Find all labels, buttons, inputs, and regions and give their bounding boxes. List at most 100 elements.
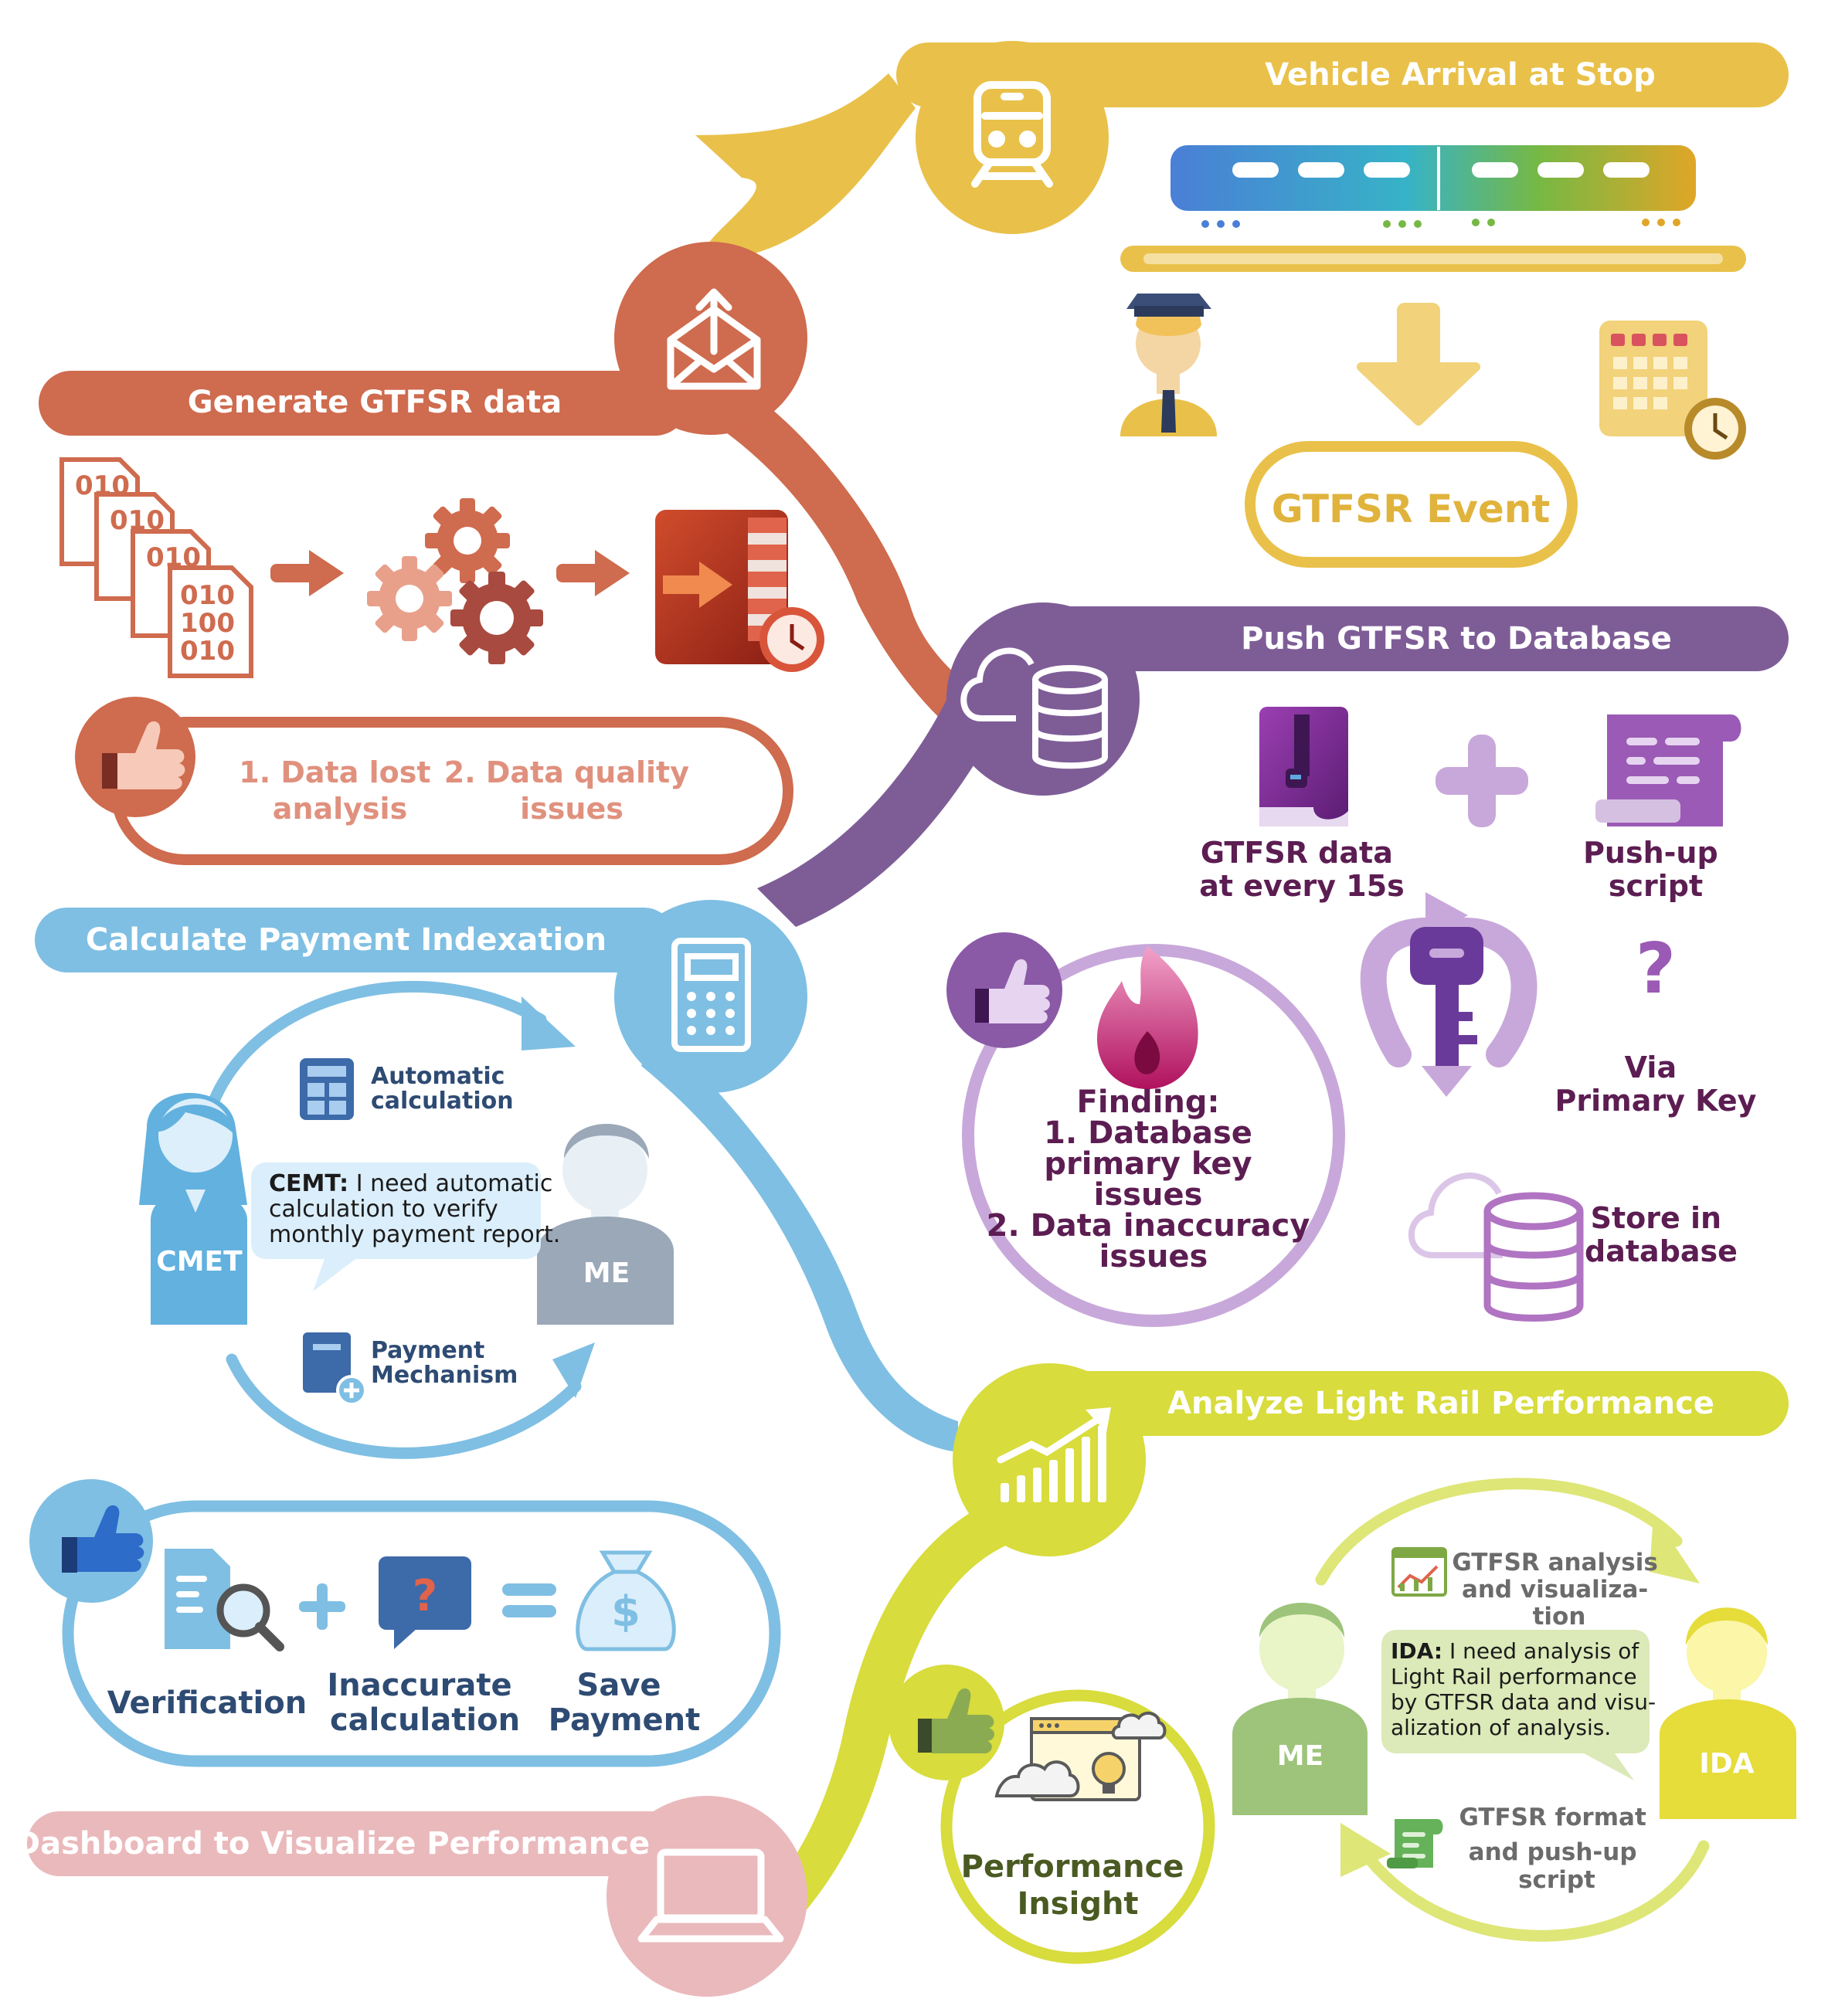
money-bag-icon: $: [576, 1550, 676, 1651]
calendar-clock-icon: [1599, 321, 1746, 460]
train-illustration: [1120, 145, 1746, 272]
thumbs-up-icon: [918, 1688, 994, 1753]
thumbs-up-icon: [62, 1505, 144, 1573]
vehicle-title: Vehicle Arrival at Stop: [1265, 57, 1655, 93]
plus-icon: [1436, 735, 1528, 827]
automatic-calculation-label: Automatic calculation: [371, 1063, 514, 1115]
script-scroll-icon: [1387, 1819, 1443, 1868]
right-arrow-icon: [270, 550, 344, 596]
dashboard-banner: [27, 1811, 691, 1876]
analyze-cycle-arrows: [1315, 1478, 1710, 1942]
insight-ring: Performance Insight: [889, 1665, 1215, 1964]
payment-cycle-arrows: [206, 980, 582, 1459]
push-up-script-label: Push-up script: [1583, 836, 1728, 903]
analyze-circle: [953, 1363, 1146, 1556]
book-plus-icon: [303, 1332, 367, 1406]
ida-avatar: IDA: [1660, 1607, 1796, 1819]
dashboard-title: Dashboard to Visualize Performance: [15, 1826, 650, 1862]
vehicle-banner: [896, 42, 1789, 107]
purple-ribbon: [757, 657, 1004, 927]
payment-banner: [35, 908, 676, 972]
push-banner: [989, 606, 1789, 671]
binary-line: 100: [180, 608, 235, 639]
question-bubble-icon: ?: [379, 1556, 471, 1649]
verification-label: Verification: [107, 1685, 307, 1721]
script-scroll-icon: [1595, 714, 1741, 826]
gears-icon: [367, 498, 543, 664]
analyze-title: Analyze Light Rail Performance: [1167, 1386, 1714, 1421]
cemt-bubble-text: CEMT: I need automatic calculation to ve…: [269, 1170, 560, 1248]
growth-chart-icon: [997, 1407, 1111, 1502]
generate-title: Generate GTFSR data: [188, 385, 562, 420]
cmet-label: CMET: [156, 1246, 243, 1278]
cmet-avatar: CMET: [139, 1093, 247, 1325]
payment-section: Calculate Payment Indexation Automatic c…: [29, 900, 807, 1767]
dashboard-circle: [607, 1796, 807, 1997]
generate-findings: 1. Data lost analysis 2. Data quality is…: [75, 697, 793, 865]
payment-title: Calculate Payment Indexation: [86, 922, 607, 958]
laptop-icon: [637, 1848, 784, 1943]
lime-ribbon: [742, 1498, 1028, 1939]
store-database-icon: [1408, 1173, 1584, 1322]
finding-data-quality: 2. Data quality issues: [444, 755, 699, 826]
plus-icon: [299, 1583, 345, 1630]
event-label: GTFSR Event: [1272, 487, 1551, 531]
gtfsr-data-label: GTFSR data at every 15s: [1199, 836, 1405, 903]
me-avatar: ME: [537, 1124, 674, 1325]
binary-files-icon: 010 010 010 010 100 010: [59, 457, 253, 678]
via-primary-key-label: Via Primary Key: [1555, 1050, 1757, 1118]
store-in-database-label: Store in database: [1585, 1201, 1738, 1268]
generate-section: Generate GTFSR data 010 010 010: [39, 242, 824, 865]
cemt-speech-bubble: CEMT: I need automatic calculation to ve…: [251, 1162, 560, 1291]
equals-icon: [502, 1583, 556, 1617]
gtfsr-event-pill: GTFSR Event: [1245, 441, 1578, 568]
data-file-icon: [1259, 707, 1348, 826]
ribbon-connectors: [641, 73, 1028, 1939]
train-front-icon: [971, 81, 1053, 188]
gtfsr-analysis-label: GTFSR analysis and visualiza- tion: [1452, 1549, 1666, 1631]
idea-window-icon: [994, 1711, 1167, 1801]
save-payment-label: Save Payment: [549, 1668, 700, 1738]
svg-text:?: ?: [413, 1571, 437, 1621]
vehicle-circle: [916, 41, 1109, 234]
arrow-head: [522, 996, 576, 1050]
push-title: Push GTFSR to Database: [1241, 621, 1672, 657]
orange-ribbon: [726, 386, 1020, 742]
me-avatar: ME: [1232, 1603, 1368, 1815]
binary-line: 010: [180, 636, 235, 667]
down-arrow-icon: [1357, 303, 1480, 426]
push-circle: [946, 602, 1140, 796]
thumbs-up-icon: [975, 959, 1050, 1023]
thumbs-up-icon: [102, 721, 185, 789]
dashboard-section: Dashboard to Visualize Performance: [15, 1796, 807, 1997]
push-finding-ring: Finding: 1. Database primary key issues …: [946, 932, 1345, 1327]
arrow-head: [552, 1342, 595, 1398]
key-cycle-icon: [1360, 892, 1537, 1097]
ida-label: IDA: [1699, 1748, 1754, 1780]
generate-banner: [39, 371, 688, 436]
me-label: ME: [583, 1257, 630, 1289]
payment-findings: Verification ? Inaccurate calculation: [29, 1479, 781, 1767]
payment-mechanism-label: Payment Mechanism: [371, 1337, 518, 1389]
performance-insight-label: Performance Insight: [961, 1849, 1195, 1922]
arrow-head: [1340, 1823, 1391, 1877]
right-arrow-icon: [556, 550, 630, 596]
flame-icon: [1097, 946, 1198, 1089]
calculator-icon: [671, 938, 751, 1052]
yellow-ribbon: [695, 73, 916, 262]
finding-data-lost: 1. Data lost analysis: [239, 755, 440, 826]
ida-speech-bubble: IDA: I need analysis of Light Rail perfo…: [1381, 1630, 1663, 1780]
vehicle-section: Vehicle Arrival at Stop: [896, 41, 1789, 568]
calculator-small-icon: [300, 1058, 354, 1120]
gtfsr-format-label: GTFSR format and push-up script: [1459, 1804, 1654, 1894]
question-mark-icon: ?: [1636, 928, 1676, 1010]
me-label: ME: [1277, 1740, 1323, 1772]
mail-upload-icon: [667, 288, 761, 390]
ida-bubble-text: IDA: I need analysis of Light Rail perfo…: [1391, 1638, 1663, 1740]
analytics-window-icon: [1391, 1547, 1447, 1597]
svg-text:$: $: [611, 1587, 640, 1636]
push-finding-text: Finding: 1. Database primary key issues …: [987, 1084, 1321, 1274]
cloud-database-icon: [960, 647, 1108, 769]
arrow-head: [1650, 1514, 1700, 1583]
push-section: Push GTFSR to Database GTFSR data at eve…: [946, 602, 1789, 1327]
